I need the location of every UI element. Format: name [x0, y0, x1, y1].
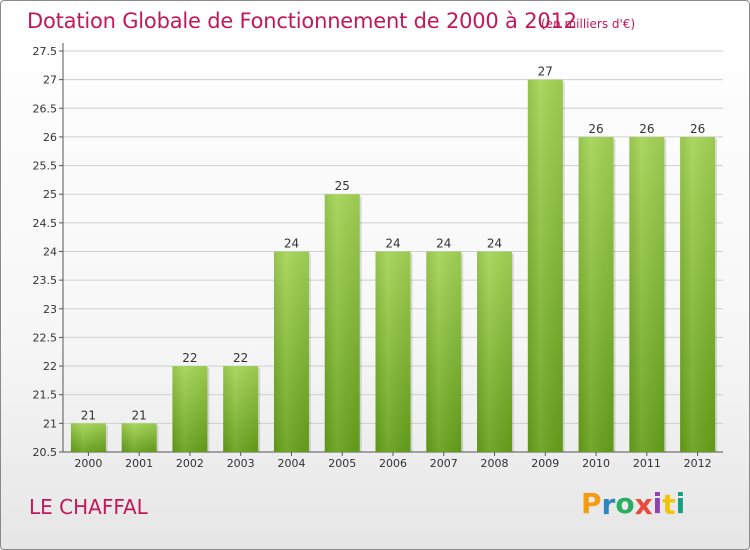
proxiti-logo: Proxiti — [581, 487, 686, 521]
logo-letter: i — [652, 487, 663, 520]
x-tick-label: 2003 — [227, 457, 255, 470]
data-label: 22 — [233, 351, 248, 365]
bar-highlight — [426, 251, 462, 452]
data-label: 26 — [588, 122, 603, 136]
bar-highlight — [172, 366, 208, 452]
y-tick-label: 26.5 — [33, 102, 58, 115]
x-tick-labels: 2000 2001 2002 2003 2004 2005 2006 2007 2008 2009… — [74, 457, 711, 470]
bar-highlight — [477, 251, 513, 452]
y-tick-label: 22 — [43, 360, 57, 373]
logo-letter: x — [634, 488, 653, 521]
x-tick-label: 2007 — [430, 457, 458, 470]
logo-letter: i — [675, 487, 686, 520]
y-tick-label: 21 — [43, 417, 57, 430]
data-label: 24 — [385, 237, 400, 251]
bar-highlight — [375, 251, 411, 452]
bar-highlight — [629, 136, 665, 452]
bar-highlight — [324, 194, 360, 452]
bar-highlight — [680, 136, 716, 452]
y-tick-labels: 20.5 21 21.5 22 22.5 23 23.5 24 24.5 25 25.5 26 26.5… — [33, 45, 58, 459]
x-tick-label: 2010 — [582, 457, 610, 470]
data-label: 21 — [132, 408, 147, 422]
bar-highlight — [578, 136, 614, 452]
logo-letter: o — [615, 487, 635, 520]
x-tick-label: 2001 — [125, 457, 153, 470]
y-tick-label: 24.5 — [33, 217, 58, 230]
bar-highlight — [70, 423, 106, 452]
bar-highlight — [527, 79, 563, 453]
y-tick-label: 20.5 — [33, 446, 58, 459]
x-tick-label: 2005 — [328, 457, 356, 470]
bar-highlight — [121, 423, 157, 452]
data-label: 26 — [690, 122, 705, 136]
commune-name: LE CHAFFAL — [29, 495, 148, 519]
y-tick-label: 25 — [43, 188, 57, 201]
data-label: 25 — [335, 179, 350, 193]
data-label: 22 — [182, 351, 197, 365]
data-label: 24 — [284, 237, 299, 251]
x-tick-label: 2009 — [531, 457, 559, 470]
bar-highlight — [273, 251, 309, 452]
data-label: 27 — [538, 65, 553, 79]
y-tick-label: 24 — [43, 246, 57, 259]
x-tick-label: 2012 — [684, 457, 712, 470]
data-label: 24 — [436, 237, 451, 251]
x-tick-label: 2008 — [481, 457, 509, 470]
bars — [70, 79, 718, 453]
logo-letter: P — [581, 487, 602, 520]
y-tick-label: 26 — [43, 131, 57, 144]
bar-highlight — [223, 366, 259, 452]
y-tick-label: 22.5 — [33, 331, 58, 344]
chart-subtitle: (en milliers d'€) — [541, 17, 636, 31]
y-tick-label: 21.5 — [33, 389, 58, 402]
x-tick-label: 2002 — [176, 457, 204, 470]
y-tick-label: 23 — [43, 303, 57, 316]
y-tick-label: 27 — [43, 74, 57, 87]
logo-letter: r — [601, 488, 616, 521]
data-label: 24 — [487, 237, 502, 251]
data-label: 26 — [639, 122, 654, 136]
logo-letter: t — [662, 488, 676, 521]
y-tick-label: 23.5 — [33, 274, 58, 287]
data-label: 21 — [81, 408, 96, 422]
x-tick-label: 2006 — [379, 457, 407, 470]
x-tick-label: 2011 — [633, 457, 661, 470]
x-tick-label: 2000 — [74, 457, 102, 470]
y-tick-label: 27.5 — [33, 45, 58, 58]
chart-title: Dotation Globale de Fonctionnement de 20… — [27, 9, 577, 33]
x-tick-label: 2004 — [277, 457, 305, 470]
data-labels: 21 21 22 22 24 25 24 24 24 27 26 26 26 — [81, 65, 706, 423]
y-tick-label: 25.5 — [33, 160, 58, 173]
